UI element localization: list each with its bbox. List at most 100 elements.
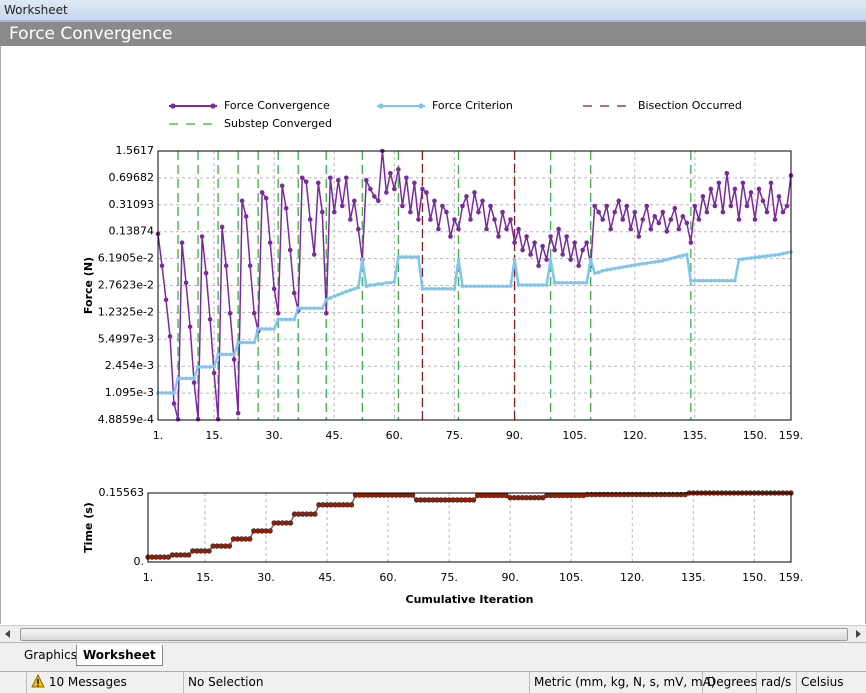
y-tick-label: 4.8859e-4 — [98, 413, 154, 426]
data-point — [480, 284, 485, 289]
x-tick-label: 135. — [681, 571, 706, 584]
data-point — [283, 205, 289, 211]
data-point — [184, 376, 188, 381]
data-point — [700, 194, 706, 199]
x-tick-label: 105. — [559, 571, 584, 584]
title-bar: Worksheet — [0, 0, 866, 21]
data-point — [203, 270, 209, 276]
plot-border — [157, 150, 792, 421]
data-point — [356, 226, 361, 232]
data-point — [524, 234, 529, 239]
data-point — [364, 177, 369, 183]
angle-unit[interactable]: Degrees — [702, 672, 757, 693]
data-point — [160, 391, 164, 395]
x-tick-label: 159. — [779, 571, 804, 584]
data-point — [339, 203, 345, 209]
data-point — [528, 252, 533, 257]
data-point — [207, 317, 213, 322]
data-point — [697, 278, 701, 283]
data-point — [319, 209, 325, 215]
data-point — [476, 284, 481, 289]
data-point — [632, 209, 638, 215]
data-point — [268, 327, 272, 331]
data-point — [781, 251, 785, 256]
scroll-thumb[interactable] — [20, 628, 848, 641]
data-point — [740, 180, 746, 186]
data-point — [420, 186, 425, 192]
data-point — [685, 252, 689, 257]
data-point — [291, 290, 297, 296]
data-point — [235, 410, 241, 416]
data-point — [292, 317, 297, 322]
data-point — [180, 376, 184, 381]
data-point — [420, 287, 425, 291]
scroll-right[interactable] — [856, 630, 861, 638]
data-point — [524, 283, 529, 287]
data-point — [528, 283, 533, 287]
x-tick-label: 120. — [623, 429, 648, 442]
data-point — [307, 217, 313, 222]
messages-cell[interactable]: 10 Messages — [26, 672, 181, 693]
data-point — [256, 327, 260, 331]
data-point — [688, 240, 694, 245]
data-point — [540, 283, 545, 287]
data-point — [693, 278, 697, 283]
data-point — [760, 198, 766, 204]
data-point — [460, 284, 465, 289]
scroll-left[interactable] — [5, 630, 10, 638]
horizontal-scrollbar[interactable] — [0, 625, 866, 642]
speed-unit[interactable]: rad/s — [756, 672, 797, 693]
data-point — [660, 209, 666, 215]
data-point — [640, 261, 645, 266]
data-point — [212, 365, 216, 369]
data-point — [745, 256, 749, 261]
warning-icon — [31, 673, 45, 688]
data-point — [392, 186, 397, 192]
data-point — [388, 280, 393, 285]
data-point — [749, 256, 753, 260]
data-point — [428, 287, 433, 291]
data-point — [456, 226, 461, 232]
data-point — [552, 280, 557, 285]
data-point — [736, 217, 742, 222]
data-point — [500, 284, 505, 289]
data-point — [520, 247, 525, 253]
data-point — [364, 284, 369, 289]
data-point — [508, 284, 513, 289]
data-point — [315, 180, 321, 186]
data-point — [400, 255, 405, 259]
data-point — [769, 253, 773, 258]
data-point — [668, 217, 674, 222]
data-point — [548, 234, 553, 239]
unit-system[interactable]: Metric (mm, kg, N, s, mV, mA) — [529, 672, 716, 693]
data-point — [484, 226, 489, 232]
tab-worksheet[interactable]: Worksheet — [76, 645, 163, 666]
data-point — [335, 177, 341, 183]
data-point — [588, 257, 593, 262]
data-point — [343, 175, 349, 181]
data-point — [488, 203, 493, 209]
data-point — [692, 203, 698, 209]
data-point — [468, 217, 473, 222]
temperature-unit[interactable]: Celsius — [796, 672, 865, 693]
data-point — [669, 256, 673, 261]
data-point — [344, 289, 349, 294]
data-point — [504, 226, 509, 232]
data-point — [672, 205, 678, 211]
tab-graphics[interactable]: Graphics — [24, 648, 77, 662]
y-tick-label: 2.7623e-2 — [98, 279, 154, 292]
data-point — [206, 548, 212, 554]
legend-label: Force Convergence — [224, 99, 330, 112]
data-point — [664, 229, 670, 234]
data-point — [564, 280, 569, 285]
data-point — [780, 209, 786, 215]
data-point — [568, 257, 573, 262]
data-point — [416, 255, 421, 259]
data-point — [536, 263, 541, 269]
data-point — [508, 217, 513, 222]
data-point — [665, 257, 669, 262]
data-point — [724, 170, 730, 176]
data-point — [560, 252, 565, 257]
data-point — [784, 203, 790, 209]
data-point — [223, 263, 229, 269]
